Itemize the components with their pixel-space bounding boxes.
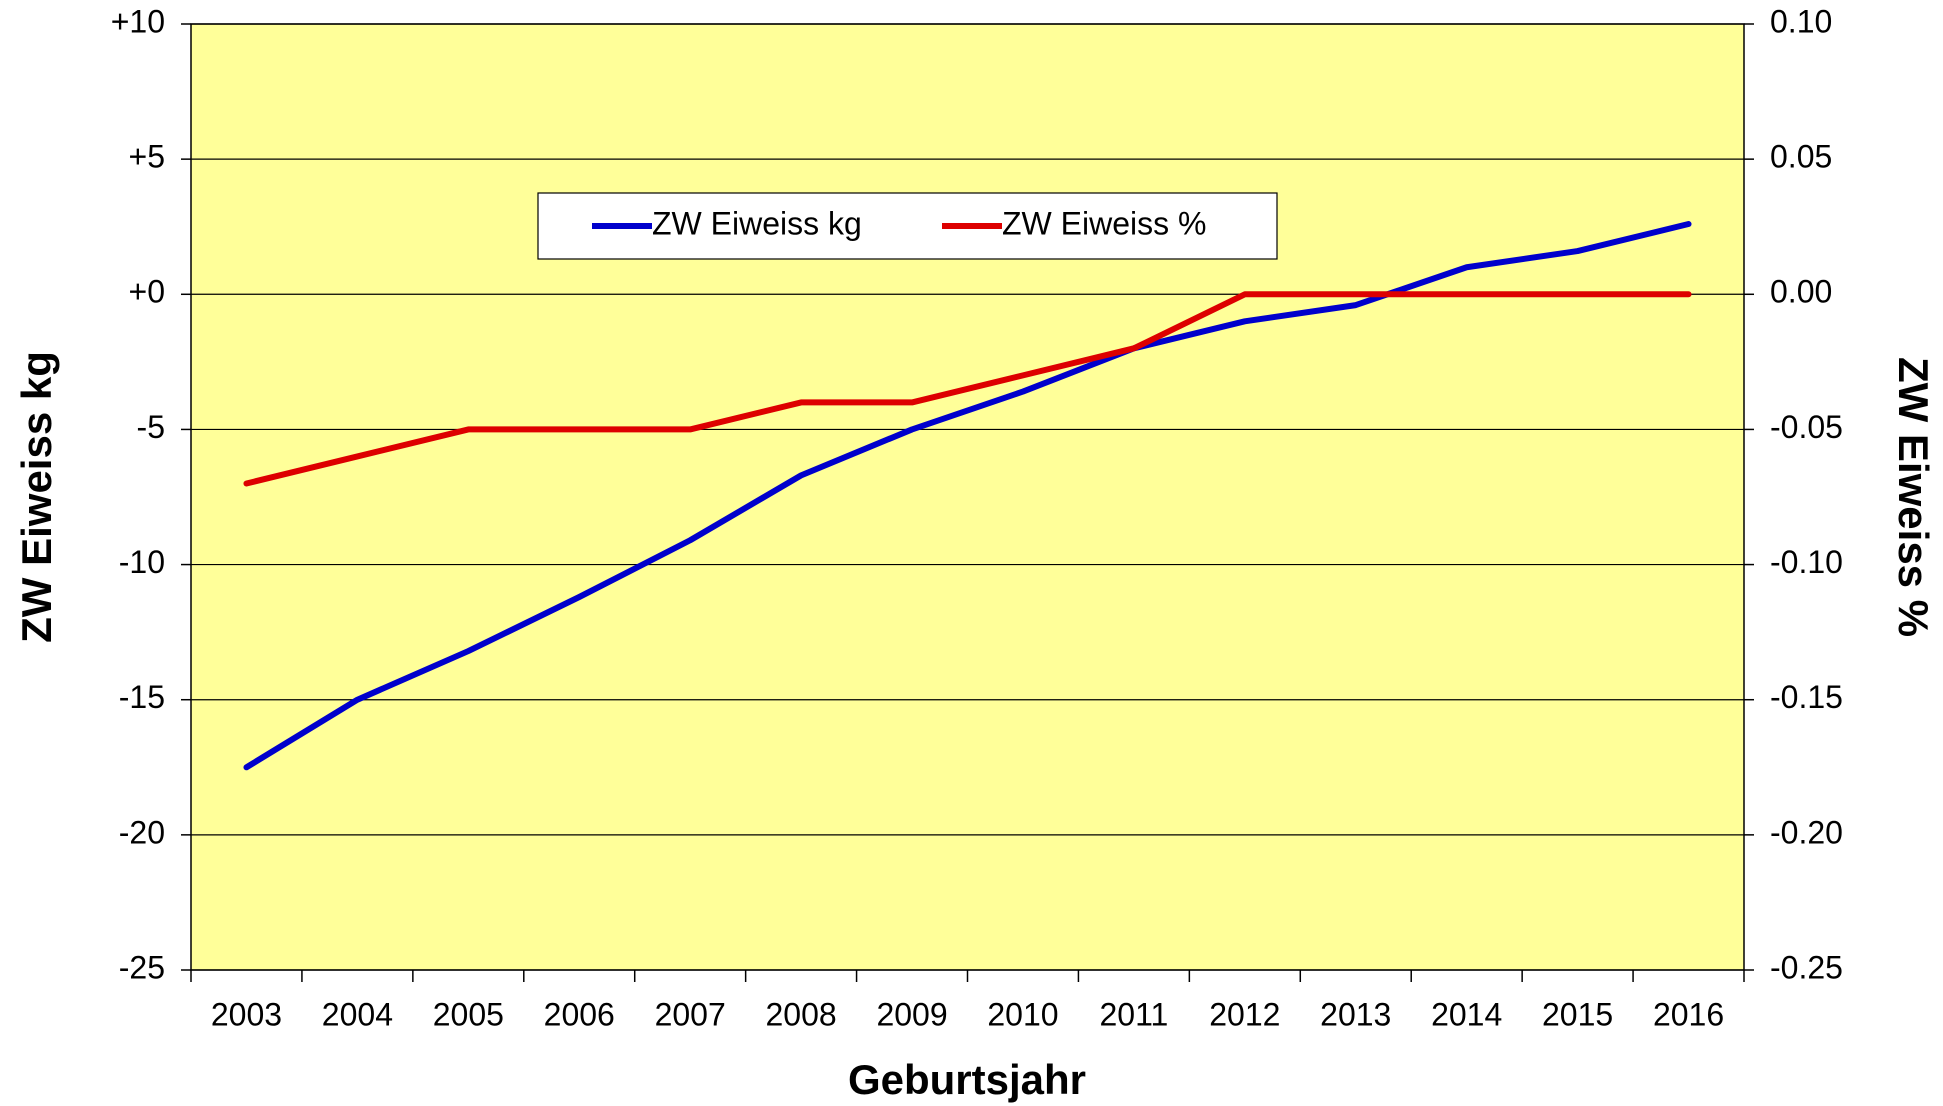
x-tick-label: 2012 — [1209, 996, 1280, 1032]
y-tick-label: -20 — [119, 814, 165, 850]
x-axis-title: Geburtsjahr — [848, 1056, 1086, 1103]
x-tick-label: 2013 — [1320, 996, 1391, 1032]
x-tick-label: 2004 — [322, 996, 393, 1032]
x-tick-label: 2008 — [766, 996, 837, 1032]
x-tick-label: 2016 — [1653, 996, 1724, 1032]
legend-label: ZW Eiweiss % — [1002, 205, 1206, 241]
series-line — [243, 291, 1692, 487]
y-axis-title: ZW Eiweiss kg — [13, 351, 60, 643]
y-tick-label: -5 — [137, 409, 165, 445]
x-tick-label: 2010 — [987, 996, 1058, 1032]
plot-area — [190, 23, 1745, 971]
x-tick-label: 2003 — [211, 996, 282, 1032]
x-tick-label: 2011 — [1099, 996, 1168, 1032]
y-tick-label: +5 — [129, 139, 165, 175]
legend-label: ZW Eiweiss kg — [652, 205, 862, 241]
y-tick-label: +0 — [129, 274, 165, 310]
y2-tick-label: 0.10 — [1770, 3, 1832, 39]
y2-tick-label: 0.00 — [1770, 274, 1832, 310]
x-tick-label: 2005 — [433, 996, 504, 1032]
y2-tick-label: 0.05 — [1770, 139, 1832, 175]
y-tick-label: -15 — [119, 679, 165, 715]
y2-tick-label: -0.25 — [1770, 949, 1843, 985]
x-tick-label: 2015 — [1542, 996, 1613, 1032]
y2-tick-label: -0.10 — [1770, 544, 1843, 580]
y2-tick-label: -0.20 — [1770, 814, 1843, 850]
series-line — [243, 221, 1692, 771]
legend-box — [537, 192, 1278, 260]
y2-axis-title: ZW Eiweiss % — [1890, 357, 1937, 637]
x-tick-label: 2006 — [544, 996, 615, 1032]
y2-tick-label: -0.05 — [1770, 409, 1843, 445]
y-tick-label: -10 — [119, 544, 165, 580]
x-tick-label: 2014 — [1431, 996, 1502, 1032]
y-tick-label: +10 — [111, 3, 165, 39]
y2-tick-label: -0.15 — [1770, 679, 1843, 715]
y-tick-label: -25 — [119, 949, 165, 985]
x-tick-label: 2009 — [876, 996, 947, 1032]
x-tick-label: 2007 — [655, 996, 726, 1032]
